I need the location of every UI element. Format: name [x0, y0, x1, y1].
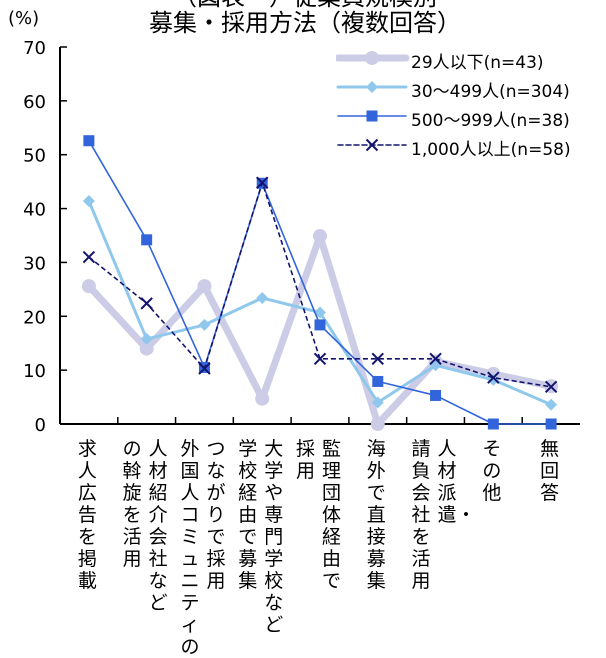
- data-point-marker: [83, 135, 95, 147]
- y-tick-label: 40: [23, 200, 46, 221]
- chart-title-line2: 募集・採用方法（複数回答）: [149, 9, 461, 37]
- chart-title-line1: （図表 ）従業員規模別: [60, 0, 550, 10]
- marker-stroke: [82, 250, 96, 264]
- x-category-label: 採用: [296, 438, 316, 482]
- data-point-marker: [372, 375, 384, 387]
- x-category-label: 学校経由で募集: [238, 438, 258, 592]
- legend-item: 1,000人以上(n=58): [336, 131, 601, 160]
- data-point-marker: [365, 138, 379, 152]
- chart-legend: 29人以下(n=43) 30～499人(n=304) 500～999人(n=38) 1…: [336, 44, 601, 160]
- y-tick-label: 70: [23, 38, 46, 59]
- legend-swatch: [337, 110, 407, 122]
- data-point-marker: [371, 352, 384, 366]
- x-category-label: 無回答: [540, 438, 560, 504]
- marker-stroke: [256, 176, 269, 189]
- data-point-marker: [429, 352, 442, 366]
- data-point-marker: [313, 229, 327, 244]
- y-tick-label: 0: [35, 415, 46, 436]
- y-tick-label: 60: [23, 92, 46, 113]
- x-category-label: 人材派遣・: [437, 438, 476, 526]
- data-point-marker: [198, 318, 211, 331]
- x-category-label: 求人広告を掲載: [77, 438, 97, 592]
- line-chart: 0 10 20 30 40 50 60 70: [23, 38, 580, 436]
- y-tick-label: 10: [23, 361, 46, 382]
- x-category-label: その他: [482, 438, 502, 504]
- data-point-marker: [365, 51, 379, 65]
- data-point-marker: [370, 417, 385, 431]
- x-category-label: 大学や専門学校など: [264, 438, 284, 636]
- data-point-marker: [313, 352, 327, 366]
- data-point-marker: [140, 332, 153, 345]
- x-category-label: 人材紹介会社など: [148, 438, 168, 614]
- marker-stroke: [371, 352, 384, 366]
- marker-stroke: [313, 352, 327, 366]
- data-point-marker: [545, 398, 558, 411]
- data-point-marker: [366, 110, 378, 122]
- x-category-label: 外国人コミュニティの: [180, 438, 200, 658]
- marker-stroke: [429, 352, 442, 366]
- legend-item: 30～499人(n=304): [336, 73, 601, 102]
- legend-swatch: [337, 138, 407, 152]
- series-line-2: [88, 140, 552, 425]
- marker-stroke: [198, 362, 211, 375]
- data-point-marker: [255, 391, 270, 406]
- y-tick-label: 30: [23, 253, 46, 274]
- x-category-label: の斡旋を活用: [122, 438, 142, 570]
- data-point-marker: [545, 418, 557, 430]
- data-point-marker: [139, 341, 154, 356]
- legend-item: 500～999人(n=38): [336, 102, 601, 131]
- data-point-marker: [82, 250, 96, 264]
- data-point-marker: [197, 279, 212, 294]
- series-line-3: [88, 181, 552, 388]
- data-point-marker: [141, 234, 153, 246]
- legend-label: 500～999人(n=38): [411, 111, 570, 131]
- data-point-marker: [430, 389, 442, 401]
- y-axis-unit-label: (%): [8, 8, 40, 29]
- data-point-marker: [198, 362, 211, 375]
- data-point-marker: [314, 319, 326, 331]
- legend-label: 29人以下(n=43): [411, 53, 544, 73]
- data-point-marker: [256, 176, 269, 189]
- data-point-marker: [82, 195, 95, 208]
- legend-label: 30～499人(n=304): [411, 82, 570, 102]
- legend-swatch: [336, 51, 410, 65]
- x-category-label: 監理団体経由で: [322, 438, 342, 592]
- y-tick-label: 20: [23, 307, 46, 328]
- x-category-label: 請負会社を活用: [411, 438, 431, 592]
- y-tick-label: 50: [23, 146, 46, 167]
- x-category-label: つながりで採用: [206, 438, 226, 592]
- marker-stroke: [365, 138, 379, 152]
- marker-stroke: [544, 380, 558, 394]
- marker-stroke: [140, 297, 153, 310]
- data-point-marker: [371, 396, 384, 409]
- legend-item: 29人以下(n=43): [336, 44, 601, 73]
- data-point-marker: [256, 291, 269, 304]
- marker-stroke: [487, 371, 500, 384]
- data-point-marker: [544, 380, 558, 394]
- legend-label: 1,000人以上(n=58): [411, 140, 571, 160]
- data-point-marker: [487, 418, 499, 430]
- data-point-marker: [487, 371, 500, 384]
- data-point-marker: [140, 297, 153, 310]
- x-category-label: 海外で直接募集: [366, 438, 386, 592]
- data-point-marker: [81, 279, 96, 294]
- data-point-marker: [366, 81, 378, 93]
- legend-swatch: [336, 81, 408, 93]
